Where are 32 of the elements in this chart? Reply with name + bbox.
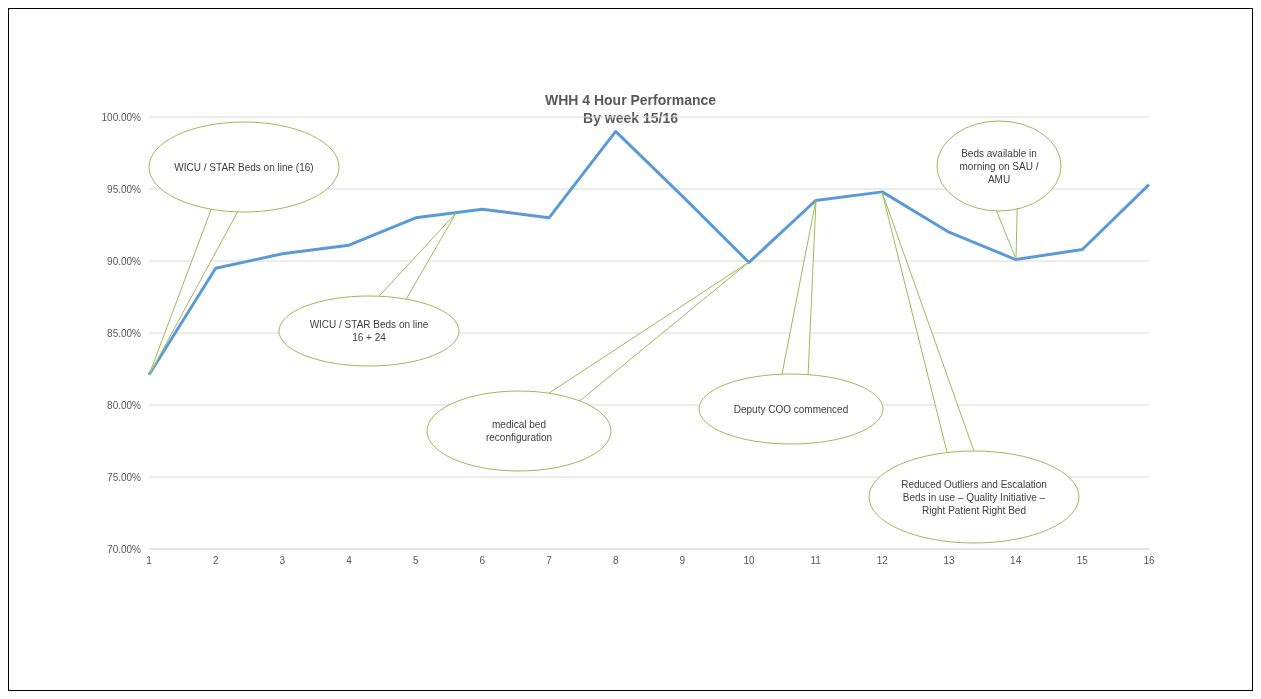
annotation: medical bed reconfiguration: [484, 418, 554, 444]
x-tick-label: 9: [679, 555, 686, 567]
x-tick-label: 7: [546, 555, 553, 567]
x-tick-label: 14: [1010, 555, 1022, 567]
x-tick-label: 16: [1143, 555, 1155, 567]
y-tick-label: 70.00%: [107, 543, 142, 555]
x-tick-label: 2: [212, 555, 219, 567]
chart-title: WHH 4 Hour Performance: [543, 91, 718, 109]
x-tick-label: 4: [346, 555, 353, 567]
chart-subtitle: By week 15/16: [583, 110, 678, 126]
line-series: [147, 129, 1151, 377]
x-tick-label: 8: [612, 555, 619, 567]
x-tick-label: 15: [1076, 555, 1089, 567]
y-tick-label: 95.00%: [107, 183, 142, 195]
x-tick-label: 6: [479, 555, 486, 567]
annotation: WICU / STAR Beds on line 16 + 24: [308, 318, 430, 344]
y-tick-label: 100.00%: [101, 111, 142, 123]
x-tick-label: 12: [876, 555, 889, 567]
annotation: WICU / STAR Beds on line (16): [174, 160, 314, 174]
y-tick-label: 75.00%: [107, 471, 142, 483]
x-tick-label: 10: [743, 555, 755, 567]
x-tick-label: 3: [279, 555, 286, 567]
x-tick-label: 11: [810, 555, 822, 567]
x-tick-label: 5: [412, 555, 419, 567]
x-tick-label: 13: [943, 555, 955, 567]
x-tick-label: 1: [146, 555, 153, 567]
y-tick-label: 85.00%: [107, 327, 142, 339]
annotation: Deputy COO commenced: [733, 402, 849, 416]
annotation: Beds available in morning on SAU / AMU: [958, 146, 1040, 186]
y-tick-label: 80.00%: [107, 399, 142, 411]
y-tick-label: 90.00%: [107, 255, 142, 267]
annotation: Reduced Outliers and Escalation Beds in use – Quality Initiative – Right Patient Right Bed: [900, 477, 1048, 517]
